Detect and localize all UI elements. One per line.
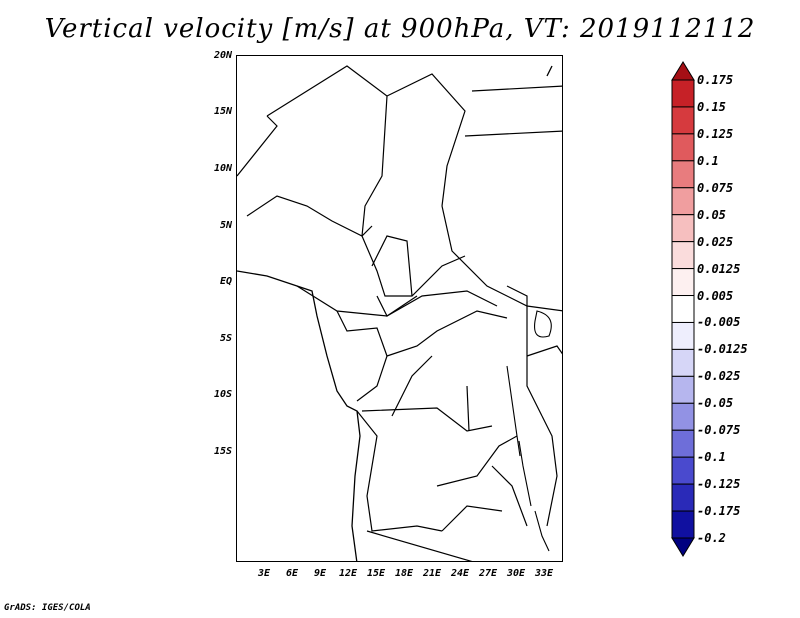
lon-label-30e: 30E <box>506 568 526 579</box>
lon-label-9e: 9E <box>313 568 327 579</box>
velocity-field-map <box>237 56 562 561</box>
colorbar-cell <box>671 321 695 350</box>
colorbar-cell <box>671 510 695 539</box>
colorbar-level-label: 0.005 <box>697 288 734 303</box>
colorbar-level-label: -0.125 <box>697 477 741 492</box>
colorbar-level-label: -0.075 <box>697 423 741 438</box>
colorbar-level-label: -0.05 <box>697 396 734 411</box>
lon-label-3e: 3E <box>257 568 271 579</box>
colorbar-cell <box>671 241 695 270</box>
colorbar-level-label: -0.0125 <box>697 342 748 357</box>
colorbar-cell <box>671 348 695 377</box>
lat-label-15s: 15S <box>213 446 232 457</box>
lon-label-18e: 18E <box>394 568 414 579</box>
colorbar-level-label: 0.0125 <box>697 261 741 276</box>
lat-label-5n: 5N <box>219 220 232 231</box>
colorbar-level-label: 0.025 <box>697 234 734 249</box>
colorbar-cell <box>671 429 695 458</box>
colorbar-cell <box>671 375 695 404</box>
colorbar-cell <box>671 106 695 135</box>
colorbar-cell <box>671 268 695 297</box>
colorbar-level-label: -0.005 <box>697 315 741 330</box>
colorbar-level-label: 0.15 <box>697 99 726 114</box>
lon-label-12e: 12E <box>338 568 358 579</box>
lon-label-21e: 21E <box>422 568 442 579</box>
colorbar-cell <box>671 483 695 512</box>
map-panel <box>236 55 563 562</box>
colorbar-level-label: 0.1 <box>697 153 719 168</box>
lon-label-24e: 24E <box>450 568 470 579</box>
colorbar-cell <box>671 456 695 485</box>
coastline <box>237 65 553 561</box>
lat-label-10s: 10S <box>213 389 232 400</box>
colorbar-cell <box>671 187 695 216</box>
colorbar-level-label: -0.2 <box>697 531 726 545</box>
colorbar-level-label: -0.025 <box>697 369 741 384</box>
colorbar-cell <box>671 214 695 243</box>
software-credit: GrADS: IGES/COLA <box>4 603 91 613</box>
lon-label-33e: 33E <box>534 568 554 579</box>
colorbar-level-label: 0.05 <box>697 207 726 222</box>
colorbar-level-label: 0.075 <box>697 180 734 195</box>
lon-label-15e: 15E <box>366 568 386 579</box>
colorbar-cell <box>671 537 695 557</box>
country-borders <box>237 65 562 561</box>
colorbar-cell <box>671 61 695 81</box>
lat-label-eq: EQ <box>219 276 232 287</box>
colorbar-level-label: -0.175 <box>697 504 741 519</box>
lat-label-15n: 15N <box>213 106 232 117</box>
colorbar-level-label: -0.1 <box>697 450 726 465</box>
colorbar-cell <box>671 402 695 431</box>
colorbar-cell <box>671 160 695 189</box>
colorbar-cell <box>671 79 695 108</box>
colorbar-level-label: 0.175 <box>697 73 734 87</box>
colorbar <box>671 61 695 557</box>
lakes <box>506 310 552 552</box>
lon-label-27e: 27E <box>478 568 498 579</box>
colorbar-level-label: 0.125 <box>697 126 734 141</box>
lat-label-10n: 10N <box>213 163 232 174</box>
lon-label-6e: 6E <box>285 568 299 579</box>
colorbar-cell <box>671 133 695 162</box>
lat-label-5s: 5S <box>219 333 232 344</box>
plot-title: Vertical velocity [m/s] at 900hPa, VT: 2… <box>44 14 756 44</box>
lat-label-20n: 20N <box>213 50 232 61</box>
colorbar-cell <box>671 295 695 323</box>
